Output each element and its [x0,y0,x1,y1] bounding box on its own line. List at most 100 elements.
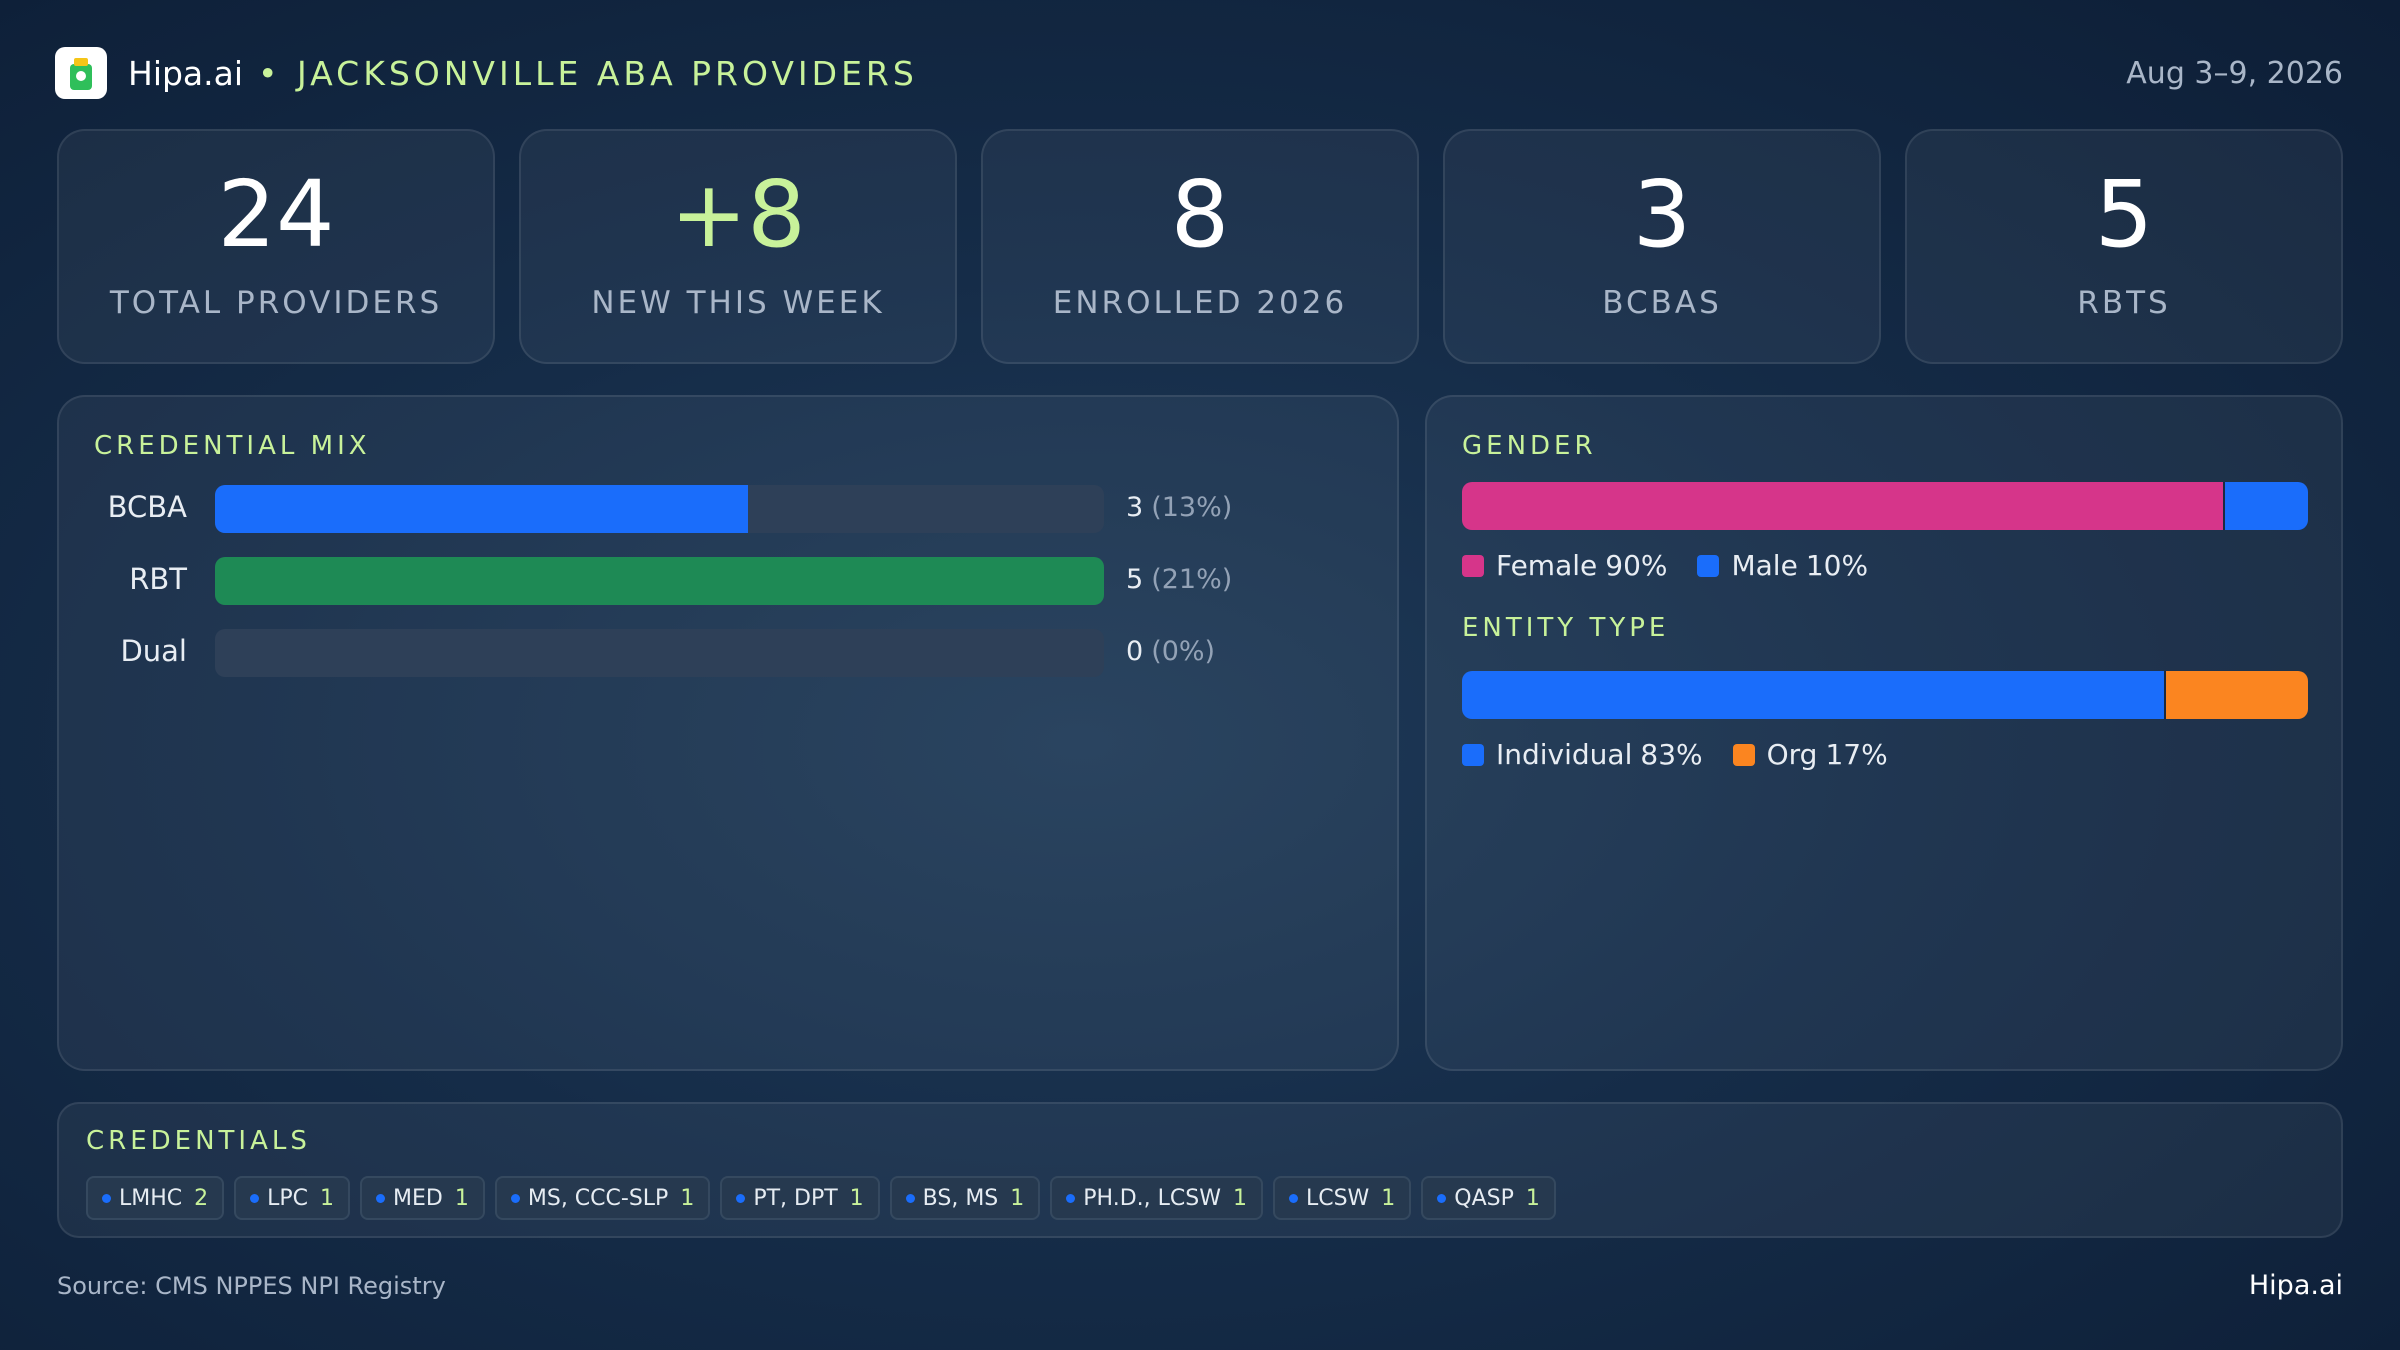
bar-track [215,485,1104,533]
legend: Female 90% Male 10% [1462,549,2308,582]
share: (21%) [1151,564,1233,595]
stacked-bar [1462,671,2308,719]
chip-name: LMHC [119,1185,183,1211]
logo [55,47,107,99]
credential-mix-panel: CREDENTIAL MIX BCBA 3 (13%) RBT 5 (21%) Dual 0(… [57,395,1399,1071]
bar [215,485,749,533]
legend-name: Female [1496,549,1598,582]
brand: Hipa.ai [128,54,244,93]
chip-name: PH.D., LCSW [1083,1185,1221,1211]
stat-card: 8 ENROLLED 2026 [981,129,1419,364]
footer-brand: Hipa.ai [2248,1270,2343,1301]
panel-title: ENTITY TYPE [1462,613,1670,643]
stacked-bar [1462,482,2308,530]
bar-track [215,557,1104,605]
legend-item: Female 90% [1462,549,1667,582]
legend-item: Individual 83% [1462,738,1703,771]
chip-count: 1 [849,1185,864,1211]
chip-name: LCSW [1305,1185,1370,1211]
value-label: 0 (0%) [1126,636,1215,667]
credential-chip: MS, CCC-SLP 1 [494,1176,711,1220]
value-label: 3 (13%) [1126,492,1232,523]
chip-name: PT, DPT [753,1185,838,1211]
gender-chart: Female 90% Male 10% [1462,482,2308,582]
stat-label: TOTAL PROVIDERS [109,285,443,321]
chip-name: QASP [1454,1185,1514,1211]
value: 0 [1126,636,1144,667]
chip-count: 1 [1381,1185,1396,1211]
legend-swatch [1462,554,1484,577]
stat-label: ENROLLED 2026 [1052,285,1348,321]
legend-item: Male 10% [1697,549,1868,582]
legend-swatch [1462,743,1484,766]
stat-card: 24 TOTAL PROVIDERS [57,129,495,364]
separator: • [258,54,278,93]
chip-dot [736,1193,746,1203]
page-title: JACKSONVILLE ABA PROVIDERS [297,54,918,93]
share: (0%) [1151,636,1216,667]
stat-value: 8 [1170,161,1230,268]
stat-label: NEW THIS WEEK [591,285,885,321]
stat-label: RBTS [2077,285,2171,321]
stat-card: 3 BCBAS [1443,129,1881,364]
value: 5 [1126,564,1144,595]
legend-swatch [1732,743,1755,766]
value-label: 5 (21%) [1126,564,1232,595]
credential-chip: PT, DPT 1 [720,1176,880,1220]
chip-dot [102,1193,111,1203]
chip-dot [1288,1193,1298,1203]
credential-chip: LMHC 2 [86,1176,225,1220]
credential-chip: MED 1 [360,1176,485,1220]
share: (13%) [1151,492,1233,523]
category-label: BCBA [107,490,187,524]
chip-dot [510,1193,520,1203]
legend-name: Individual [1496,738,1633,771]
bar [215,557,1104,605]
bar-segment [1462,482,2224,530]
panel-title: CREDENTIALS [86,1126,311,1156]
chip-dot [1437,1193,1447,1203]
chip-count: 1 [1010,1185,1025,1211]
legend-item: Org 17% [1732,738,1888,771]
credential-chip: QASP 1 [1421,1176,1556,1220]
chip-count: 1 [454,1185,469,1211]
chip-list: LMHC 2 LPC 1 MED 1 MS, CCC-SLP 1 PT, DPT 1 BS, MS 1… [86,1176,1556,1220]
chip-count: 1 [1525,1185,1540,1211]
credential-chip: LCSW 1 [1272,1176,1412,1220]
chip-dot [250,1193,260,1203]
value: 3 [1126,492,1144,523]
chip-name: MS, CCC-SLP [527,1185,669,1211]
credential-chip: BS, MS 1 [889,1176,1041,1220]
legend-value: 10% [1805,549,1869,582]
bar-segment [1462,671,2165,719]
credentials-panel: CREDENTIALS LMHC 2 LPC 1 MED 1 MS, CCC-SLP 1 PT,… [57,1102,2343,1238]
stat-value: 5 [2094,161,2154,268]
panel-title: GENDER [1462,431,1597,461]
bar-segment [2164,671,2308,719]
chip-count: 1 [320,1185,335,1211]
chip-count: 1 [1232,1185,1247,1211]
entity-chart: Individual 83% Org 17% [1462,671,2308,771]
chip-name: BS, MS [922,1185,999,1211]
chip-dot [1066,1193,1076,1203]
legend-value: 17% [1825,738,1888,771]
credential-chip: PH.D., LCSW 1 [1050,1176,1263,1220]
stat-card: +8 NEW THIS WEEK [519,129,957,364]
bar-segment [2223,482,2308,530]
chip-name: LPC [267,1185,309,1211]
legend-swatch [1697,554,1720,577]
legend-value: 83% [1640,738,1703,771]
legend-value: 90% [1605,549,1668,582]
legend-name: Org [1766,738,1818,771]
legend: Individual 83% Org 17% [1462,738,2308,771]
chip-dot [376,1193,386,1203]
stat-value: 3 [1632,161,1692,268]
category-label: RBT [129,562,187,596]
date-range: Aug 3–9, 2026 [2126,56,2343,91]
stat-value: +8 [670,161,806,268]
stat-value: 24 [217,161,335,268]
category-label: Dual [120,634,187,668]
stat-label: BCBAS [1602,285,1722,321]
credential-chip: LPC 1 [234,1176,351,1220]
